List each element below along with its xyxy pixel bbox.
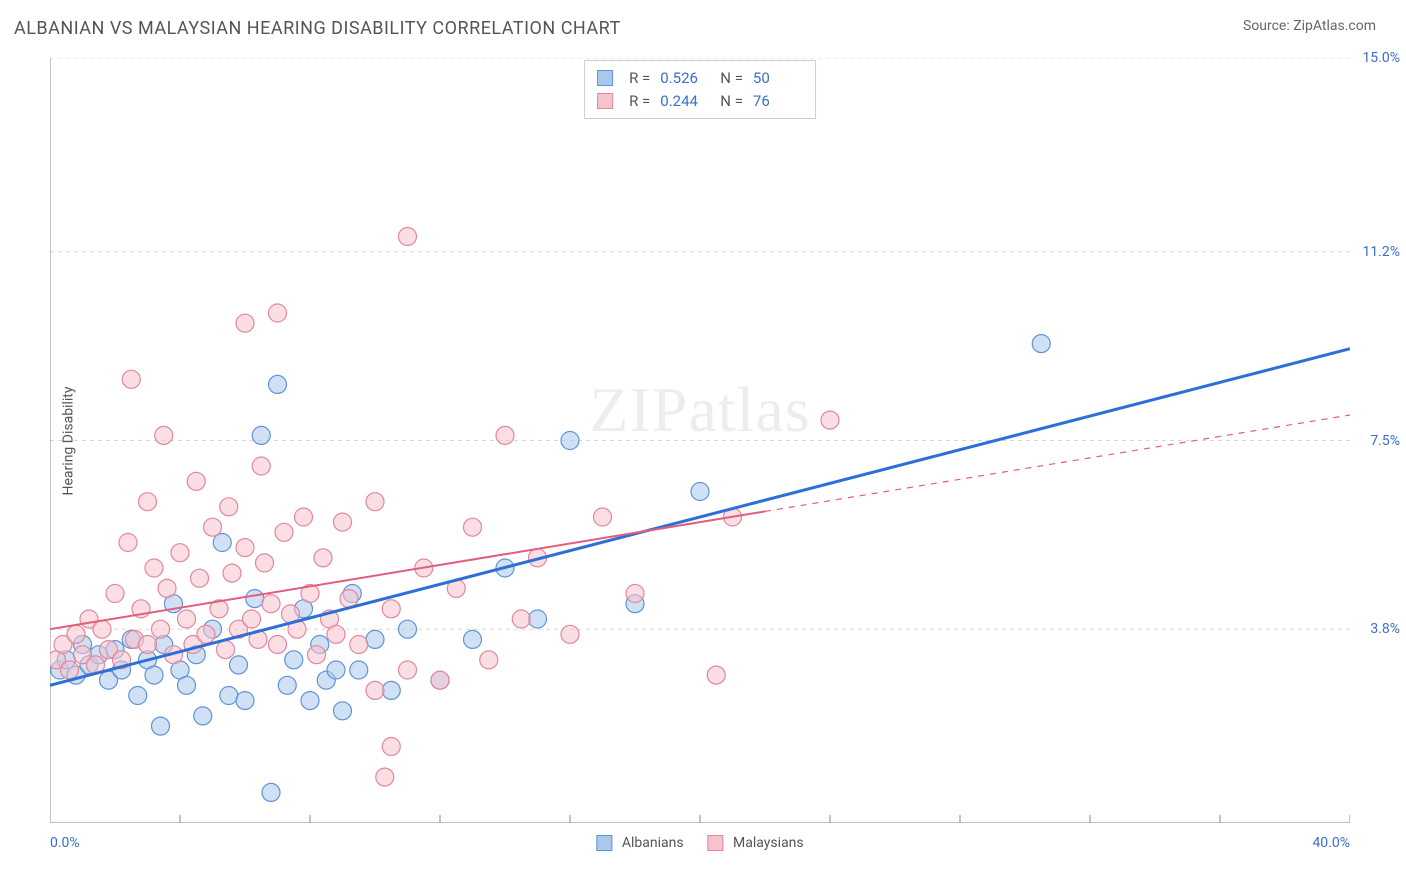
n-value-0: 50: [753, 67, 803, 90]
stats-swatch-malaysians: [597, 93, 613, 109]
r-value-0: 0.526: [660, 67, 710, 90]
n-value-1: 76: [753, 90, 803, 113]
x-axis-min-label: 0.0%: [50, 835, 80, 851]
source-attribution: Source: ZipAtlas.com: [1243, 18, 1376, 34]
legend-item-malaysians: Malaysians: [708, 835, 804, 851]
r-label-1: R =: [629, 90, 650, 113]
scatter-plot: [50, 58, 1350, 823]
r-value-1: 0.244: [660, 90, 710, 113]
stats-legend: R = 0.526 N = 50 R = 0.244 N = 76: [584, 60, 816, 119]
chart-area: Hearing Disability ZIPatlas 3.8%7.5%11.2…: [50, 58, 1350, 823]
stats-row-albanians: R = 0.526 N = 50: [597, 67, 803, 90]
n-label-1: N =: [720, 90, 743, 113]
source-value: ZipAtlas.com: [1293, 18, 1376, 34]
y-tick-label: 15.0%: [1355, 50, 1400, 66]
n-label-0: N =: [720, 67, 743, 90]
legend-item-albanians: Albanians: [596, 835, 683, 851]
legend-label-albanians: Albanians: [622, 835, 684, 851]
swatch-malaysians: [708, 835, 724, 851]
y-tick-label: 3.8%: [1355, 621, 1400, 637]
y-tick-label: 7.5%: [1355, 433, 1400, 449]
x-axis-max-label: 40.0%: [1312, 835, 1350, 851]
y-tick-label: 11.2%: [1355, 244, 1400, 260]
stats-row-malaysians: R = 0.244 N = 76: [597, 90, 803, 113]
swatch-albanians: [596, 835, 612, 851]
chart-title: ALBANIAN VS MALAYSIAN HEARING DISABILITY…: [14, 18, 621, 39]
r-label-0: R =: [629, 67, 650, 90]
bottom-legend: Albanians Malaysians: [596, 835, 803, 851]
source-label: Source:: [1243, 18, 1290, 34]
legend-label-malaysians: Malaysians: [733, 835, 804, 851]
stats-swatch-albanians: [597, 70, 613, 86]
